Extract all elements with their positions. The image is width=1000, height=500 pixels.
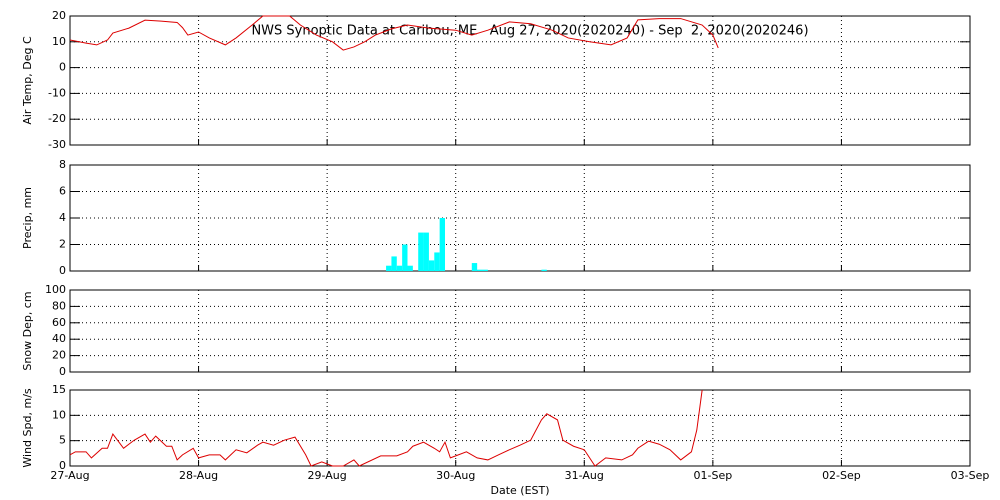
- y-tick-label: -10: [48, 86, 66, 99]
- y-tick-label: 0: [59, 459, 66, 472]
- bar: [471, 263, 478, 271]
- plot-frame: [69, 164, 971, 272]
- bar: [423, 232, 429, 271]
- y-tick-label: 40: [52, 332, 66, 345]
- bar: [439, 218, 445, 271]
- bar: [482, 269, 488, 271]
- y-tick-label: 20: [52, 9, 66, 22]
- plot-frame: [69, 289, 971, 373]
- y-tick-label: 10: [52, 408, 66, 421]
- y-tick-label: 2: [59, 238, 66, 251]
- y-axis-label: Precip, mm: [21, 187, 34, 249]
- y-tick-label: 0: [59, 365, 66, 378]
- y-tick-label: 0: [59, 61, 66, 74]
- plot-frame: [69, 15, 971, 146]
- y-tick-label: 10: [52, 35, 66, 48]
- bar: [396, 265, 403, 271]
- bar: [391, 256, 397, 271]
- bar: [418, 232, 424, 271]
- x-tick-label: 29-Aug: [308, 469, 347, 482]
- y-tick-label: 8: [59, 158, 66, 171]
- y-tick-label: -30: [48, 138, 66, 151]
- bar: [541, 269, 547, 271]
- y-axis-label: Wind Spd, m/s: [21, 388, 34, 468]
- y-tick-label: 80: [52, 299, 66, 312]
- y-tick-label: 60: [52, 316, 66, 329]
- y-tick-label: 6: [59, 185, 66, 198]
- x-tick-label: 27-Aug: [50, 469, 89, 482]
- y-tick-label: 4: [59, 211, 66, 224]
- plot-frame: [69, 389, 971, 467]
- x-tick-label: 02-Sep: [822, 469, 861, 482]
- y-tick-label: 15: [52, 383, 66, 396]
- x-tick-label: 31-Aug: [565, 469, 604, 482]
- bar: [402, 244, 408, 271]
- y-tick-label: 100: [45, 283, 66, 296]
- bar: [477, 269, 483, 271]
- data-line: [70, 389, 703, 467]
- x-tick-label: 28-Aug: [179, 469, 218, 482]
- y-tick-label: 0: [59, 264, 66, 277]
- x-tick-label: 01-Sep: [694, 469, 733, 482]
- x-tick-label: 03-Sep: [951, 469, 990, 482]
- bar: [407, 265, 413, 271]
- bar: [434, 252, 440, 271]
- y-tick-label: 5: [59, 434, 66, 447]
- y-tick-label: -20: [48, 112, 66, 125]
- bar: [386, 265, 392, 271]
- chart-title: NWS Synoptic Data at Caribou, ME Aug 27,…: [251, 24, 808, 39]
- y-axis-label: Snow Dep, cm: [21, 291, 34, 370]
- x-axis-label: Date (EST): [490, 484, 549, 497]
- y-axis-label: Air Temp, Deg C: [21, 36, 34, 125]
- y-tick-label: 20: [52, 349, 66, 362]
- x-tick-label: 30-Aug: [436, 469, 475, 482]
- data-line: [70, 15, 719, 51]
- bar: [428, 260, 435, 271]
